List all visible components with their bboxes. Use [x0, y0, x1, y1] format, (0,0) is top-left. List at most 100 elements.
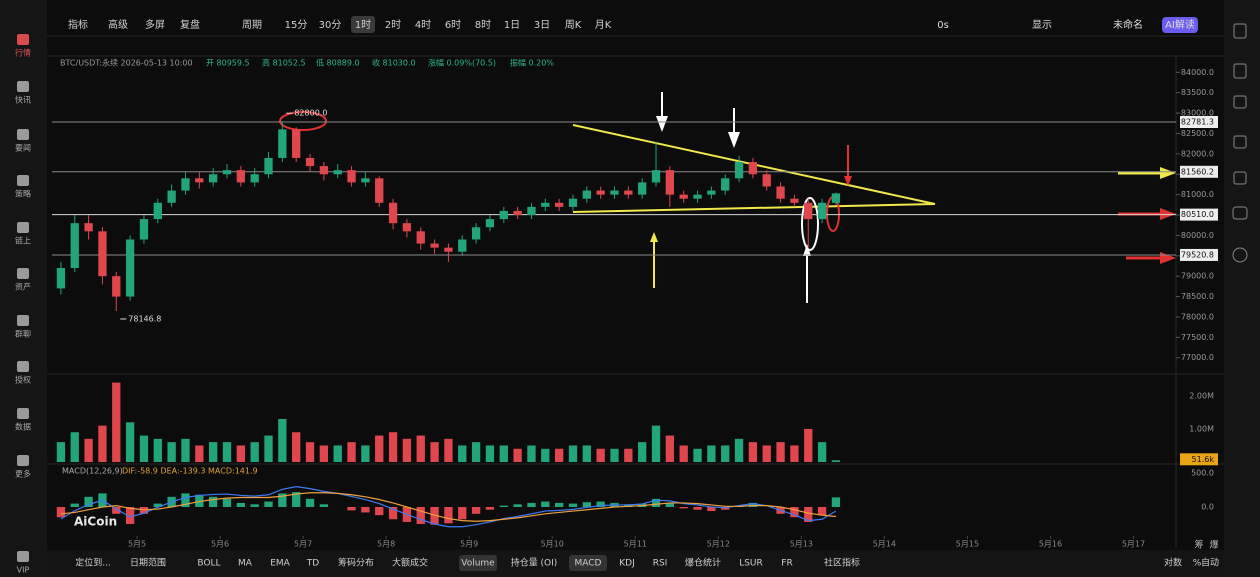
- y-tick-label: 2.00M: [1189, 391, 1214, 400]
- sidebar-icon[interactable]: [17, 268, 29, 279]
- sidebar-icon[interactable]: [17, 455, 29, 466]
- candle-body: [651, 170, 661, 183]
- sidebar-label[interactable]: 快讯: [15, 95, 31, 105]
- toolbar-item[interactable]: 1时: [355, 19, 371, 31]
- sidebar-icon[interactable]: [17, 408, 29, 419]
- candle-body: [596, 190, 605, 195]
- icon[interactable]: [1233, 23, 1247, 39]
- sidebar-icon[interactable]: [17, 551, 29, 562]
- toolbar-item[interactable]: 多屏: [145, 18, 165, 31]
- sidebar-icon[interactable]: [17, 129, 29, 140]
- bottom-item[interactable]: MACD: [575, 559, 602, 569]
- sidebar-label[interactable]: VIP: [17, 566, 30, 575]
- toolbar-right[interactable]: AI解读: [1165, 18, 1195, 31]
- icon[interactable]: [1233, 135, 1247, 149]
- candle-body: [693, 194, 702, 199]
- bottom-item[interactable]: BOLL: [197, 559, 220, 569]
- bottom-right[interactable]: %: [1193, 559, 1202, 569]
- bottom-item[interactable]: MA: [238, 559, 253, 569]
- macd-bar: [236, 502, 245, 507]
- bottom-item[interactable]: 持仓量 (OI): [511, 557, 558, 569]
- sidebar-label[interactable]: 数据: [15, 422, 31, 432]
- toolbar-right[interactable]: 显示: [1032, 19, 1052, 31]
- sidebar-icon[interactable]: [17, 315, 29, 326]
- corner-label[interactable]: 筹: [1194, 539, 1203, 551]
- level-label: 79520.8: [1181, 250, 1214, 259]
- volume-bar: [568, 445, 578, 462]
- bottom-item[interactable]: 筹码分布: [338, 557, 374, 569]
- toolbar-item[interactable]: 30分: [319, 19, 342, 31]
- bottom-item[interactable]: RSI: [653, 559, 668, 569]
- sidebar-label[interactable]: 授权: [15, 375, 31, 385]
- corner-label[interactable]: 爆: [1209, 539, 1218, 551]
- toolbar-right[interactable]: 0s: [937, 20, 949, 31]
- volume-bar: [776, 442, 785, 462]
- macd-bar: [278, 493, 287, 507]
- candle-body: [748, 162, 758, 175]
- toolbar-item[interactable]: 高级: [108, 18, 128, 31]
- toolbar-right[interactable]: 未命名: [1113, 18, 1143, 31]
- bottom-item[interactable]: EMA: [270, 559, 290, 569]
- bottom-item[interactable]: 大额成交: [392, 557, 428, 569]
- bottom-item[interactable]: 日期范围: [130, 557, 166, 569]
- macd-bar: [554, 502, 564, 507]
- toolbar-item[interactable]: 指标: [68, 18, 88, 31]
- candle-body: [638, 182, 647, 195]
- volume-bar: [139, 435, 149, 462]
- bottom-item[interactable]: 定位到...: [75, 557, 111, 569]
- sidebar-icon[interactable]: [17, 361, 29, 372]
- volume-bar: [319, 445, 329, 462]
- bottom-right[interactable]: 自动: [1201, 557, 1219, 569]
- toolbar-item[interactable]: 8时: [475, 19, 491, 31]
- bottom-item[interactable]: 爆仓统计: [685, 557, 721, 569]
- volume-bar: [693, 448, 702, 462]
- candle-body: [458, 239, 467, 252]
- ai-button[interactable]: [1162, 17, 1198, 33]
- bottom-item[interactable]: Volume: [461, 559, 495, 569]
- volume-bar: [84, 438, 93, 462]
- bottom-item[interactable]: LSUR: [739, 559, 763, 569]
- x-tick-label: 5月16: [1039, 540, 1062, 549]
- toolbar-item[interactable]: 3日: [534, 20, 550, 31]
- sidebar-label[interactable]: 资产: [15, 282, 31, 292]
- candle-body: [665, 170, 675, 195]
- macd-bar: [388, 507, 398, 520]
- level-label: 82781.3: [1181, 118, 1214, 127]
- bottom-item[interactable]: KDJ: [619, 559, 635, 569]
- sidebar-icon[interactable]: [17, 175, 29, 186]
- icon[interactable]: [1232, 247, 1248, 263]
- sidebar-label[interactable]: 群聊: [15, 329, 31, 339]
- toolbar-item[interactable]: 4时: [415, 19, 431, 31]
- sidebar-label[interactable]: 链上: [15, 236, 31, 246]
- volume-bar: [499, 445, 508, 462]
- sidebar-label[interactable]: 要闻: [15, 144, 31, 153]
- macd-bar: [513, 504, 522, 507]
- toolbar-item[interactable]: 6时: [445, 19, 461, 31]
- volume-bar: [734, 438, 744, 462]
- icon[interactable]: [1233, 63, 1247, 79]
- toolbar-item[interactable]: 1日: [504, 20, 520, 31]
- volume-bar: [762, 445, 771, 462]
- toolbar-item[interactable]: 周K: [565, 19, 582, 31]
- toolbar-item[interactable]: 2时: [385, 19, 401, 31]
- icon[interactable]: [1233, 95, 1247, 109]
- toolbar-item[interactable]: 周期: [242, 19, 262, 31]
- sidebar-label[interactable]: 行情: [15, 48, 31, 58]
- sidebar-label[interactable]: 更多: [15, 469, 31, 479]
- bottom-item[interactable]: TD: [306, 559, 319, 569]
- sidebar-icon[interactable]: [17, 81, 29, 92]
- candle-body: [153, 202, 162, 220]
- macd-bar: [471, 507, 481, 514]
- toolbar-item[interactable]: 复盘: [180, 18, 200, 31]
- bottom-item[interactable]: FR: [781, 559, 792, 569]
- icon[interactable]: [1233, 171, 1247, 185]
- toolbar-item[interactable]: 月K: [595, 19, 612, 31]
- sidebar-icon[interactable]: [17, 222, 29, 233]
- bottom-right[interactable]: 对数: [1164, 557, 1182, 569]
- sidebar-label[interactable]: 策略: [15, 189, 31, 199]
- sidebar-icon[interactable]: [17, 34, 29, 45]
- icon[interactable]: [1232, 206, 1248, 220]
- toolbar-item[interactable]: 15分: [285, 19, 308, 31]
- bottom-item[interactable]: 社区指标: [824, 557, 860, 569]
